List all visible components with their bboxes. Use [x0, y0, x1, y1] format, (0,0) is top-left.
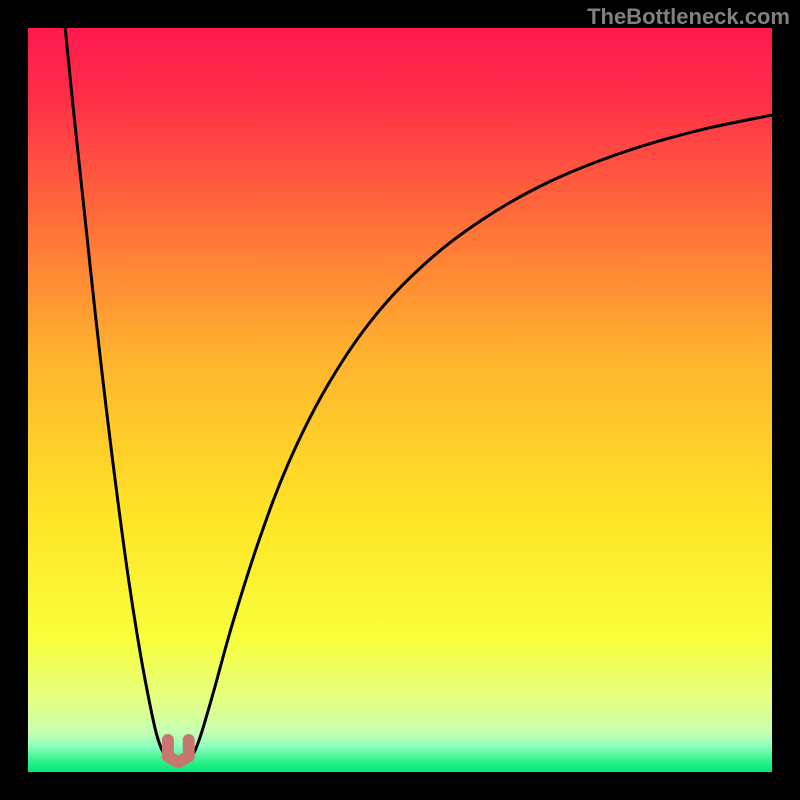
chart-canvas: TheBottleneck.com	[0, 0, 800, 800]
bottleneck-chart-svg	[0, 0, 800, 800]
watermark-text: TheBottleneck.com	[587, 4, 790, 30]
